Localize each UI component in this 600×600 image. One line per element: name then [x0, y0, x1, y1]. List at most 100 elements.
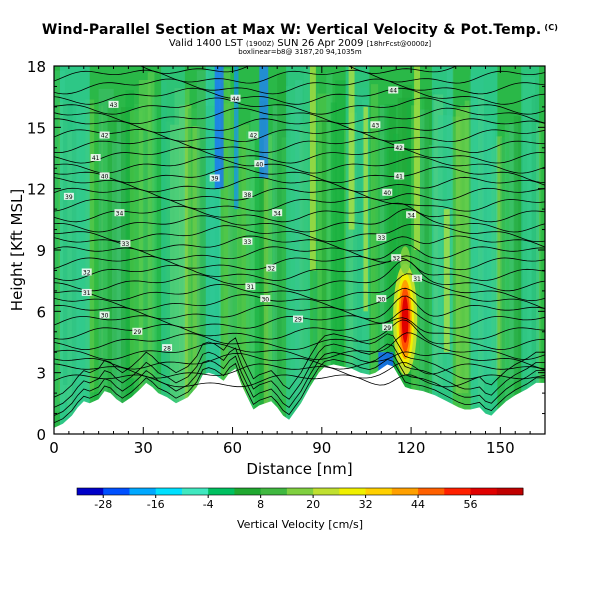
- colorbar-tick-label: -4: [203, 498, 214, 511]
- isentrope-line: [54, 69, 545, 84]
- colorbar-segment: [234, 488, 262, 495]
- field-streak: [263, 135, 273, 411]
- isentrope-label: 39: [65, 194, 73, 201]
- isentrope-label-bg: [162, 344, 173, 352]
- isentrope-label-bg: [406, 211, 417, 219]
- downdraft-band: [259, 66, 269, 179]
- colorbar-segment: [208, 488, 235, 495]
- colorbar-tick-label: 32: [359, 498, 373, 511]
- isentrope-label-bg: [376, 295, 387, 303]
- isentrope-label: 44: [389, 88, 397, 95]
- isentrope-line: [54, 351, 545, 370]
- field-streak: [259, 101, 266, 414]
- isentrope-line: [54, 259, 545, 292]
- copyright-mark: (C): [544, 23, 559, 32]
- terrain: [54, 364, 545, 434]
- isentrope-line: [54, 288, 545, 311]
- updraft-core: [401, 296, 409, 343]
- colorbar-label: Vertical Velocity [cm/s]: [237, 518, 363, 531]
- isentrope-label-bg: [99, 311, 110, 319]
- x-tick-label: 60: [223, 439, 242, 457]
- isentrope-label: 29: [294, 317, 302, 324]
- field-streak: [500, 137, 508, 418]
- field-streak: [254, 130, 262, 411]
- field-streak: [152, 97, 161, 405]
- isentrope-label-bg: [266, 264, 277, 272]
- isentrope-label: 43: [372, 122, 380, 129]
- isentrope-line: [54, 78, 545, 95]
- colorbar-frame: [76, 487, 524, 496]
- field-streak: [165, 121, 173, 418]
- x-tick-label: 120: [397, 439, 426, 457]
- isentrope-label-bg: [391, 254, 402, 262]
- y-tick-label: 3: [36, 365, 46, 383]
- isentrope-line: [54, 374, 545, 388]
- isentrope-line: [54, 118, 545, 134]
- isentrope-label: 42: [250, 133, 258, 140]
- isentrope-label-bg: [394, 143, 405, 151]
- isentrope-label-bg: [99, 172, 110, 180]
- x-tick-label: 90: [312, 439, 331, 457]
- field-streak: [513, 115, 523, 429]
- isentrope-label-bg: [209, 174, 220, 182]
- y-tick-label: 6: [36, 303, 46, 321]
- field-updraft-streak: [348, 66, 355, 230]
- isentrope-label-bg: [245, 282, 256, 290]
- field-streak: [406, 97, 413, 390]
- field-streak: [339, 143, 348, 399]
- field-streak: [245, 131, 255, 413]
- field-streak: [326, 72, 333, 378]
- colorbar-segment: [365, 488, 393, 495]
- isentrope-line: [54, 176, 545, 193]
- isentrope-label-bg: [63, 192, 74, 200]
- field-updraft-streak: [443, 209, 450, 353]
- isentrope-label-bg: [132, 327, 143, 335]
- isentrope-line: [54, 332, 545, 361]
- x-tick-label: 150: [486, 439, 515, 457]
- isentrope-label: 43: [110, 102, 118, 109]
- colorbar-segment: [496, 488, 524, 495]
- field-streak: [393, 133, 400, 427]
- colorbar-tick-label: 20: [306, 498, 320, 511]
- isentrope-label-bg: [242, 190, 253, 198]
- y-tick-label: 9: [36, 242, 46, 260]
- isentrope-label: 41: [92, 155, 100, 162]
- isentrope-label-bg: [242, 237, 253, 245]
- isentrope-label-bg: [114, 209, 125, 217]
- isentrope-line: [54, 137, 545, 154]
- isentrope-label-bg: [108, 100, 119, 108]
- isentrope-label-bg: [81, 268, 92, 276]
- isentrope-label-bg: [376, 233, 387, 241]
- isentrope-label-bg: [120, 239, 131, 247]
- isentrope-line: [54, 87, 545, 105]
- isentrope-label: 39: [211, 176, 219, 183]
- isentrope-label: 30: [101, 313, 109, 320]
- isentrope-line: [54, 97, 545, 115]
- isentrope-label: 38: [244, 192, 252, 199]
- downdraft-band: [214, 66, 224, 189]
- isentrope-label: 30: [378, 296, 386, 303]
- valid-time: Valid 1400 LST: [168, 38, 243, 49]
- isentrope-label: 29: [383, 325, 391, 332]
- isentrope-label: 32: [392, 255, 400, 262]
- colorbar-segment: [286, 488, 314, 495]
- field-streak: [540, 131, 545, 420]
- isentrope-label-bg: [81, 288, 92, 296]
- field-streak: [411, 105, 420, 407]
- field-updraft-streak: [309, 66, 316, 271]
- isentrope-line: [54, 358, 545, 424]
- field-cyan-band: [161, 66, 185, 434]
- x-tick-label: 30: [134, 439, 153, 457]
- y-tick-label: 18: [27, 58, 46, 76]
- y-tick-label: 12: [27, 181, 46, 199]
- isentrope-label: 34: [407, 212, 415, 219]
- isentrope-line: [54, 146, 545, 164]
- isentrope-line: [54, 257, 545, 281]
- isentrope-label-bg: [412, 274, 423, 282]
- isentrope-line: [54, 255, 545, 271]
- isentrope-label: 32: [83, 270, 91, 277]
- colorbar-segment: [313, 488, 340, 495]
- colorbar-tick-label: 56: [464, 498, 478, 511]
- isentrope-label: 42: [101, 133, 109, 140]
